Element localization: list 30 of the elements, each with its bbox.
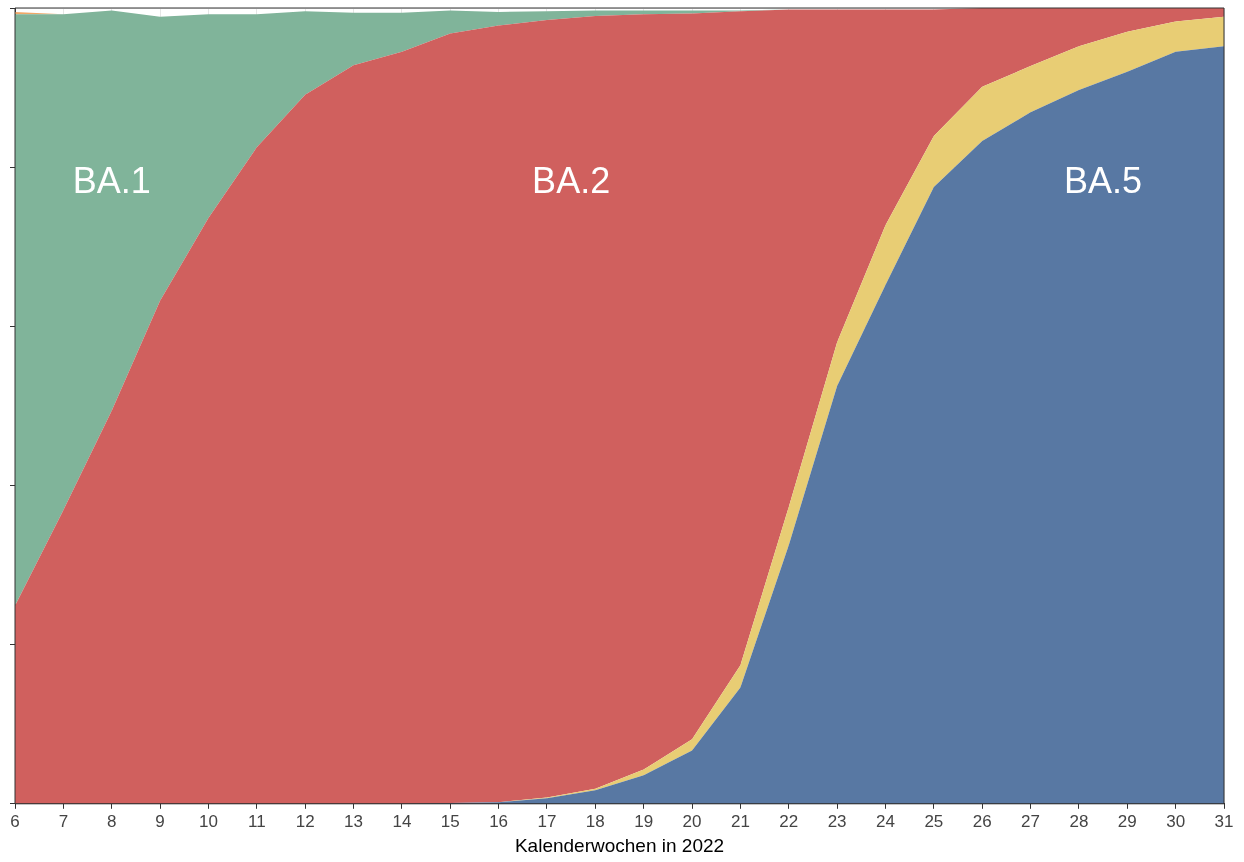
x-tick-label: 15	[440, 811, 460, 831]
x-tick-label: 31	[1214, 811, 1234, 831]
series-label: BA.5	[1064, 160, 1143, 201]
x-tick-label: 7	[58, 811, 69, 831]
x-tick-label: 27	[1021, 811, 1041, 831]
x-tick-label: 23	[827, 811, 847, 831]
x-tick-label: 13	[344, 811, 363, 831]
x-tick-label: 25	[924, 811, 944, 831]
x-tick-label: 21	[730, 811, 750, 831]
x-axis-title: Kalenderwochen in 2022	[514, 834, 725, 856]
x-tick-label: 22	[779, 811, 799, 831]
x-tick-label: 17	[537, 811, 557, 831]
x-tick-label: 16	[489, 811, 509, 831]
x-tick-label: 19	[634, 811, 654, 831]
x-tick-label: 12	[295, 811, 315, 831]
x-tick-label: 6	[10, 811, 20, 831]
x-tick-label: 10	[198, 811, 218, 831]
series-label: BA.2	[532, 160, 611, 201]
x-tick-label: 30	[1166, 811, 1186, 831]
x-tick-label: 18	[585, 811, 605, 831]
x-tick-label: 24	[876, 811, 895, 831]
x-tick-label: 20	[682, 811, 702, 831]
x-tick-label: 26	[972, 811, 992, 831]
x-tick-label: 29	[1117, 811, 1137, 831]
x-tick-label: 11	[247, 811, 266, 831]
x-tick-label: 28	[1069, 811, 1089, 831]
x-tick-label: 9	[155, 811, 165, 831]
x-tick-label: 14	[392, 811, 412, 831]
series-label: BA.1	[72, 160, 151, 201]
x-tick-label: 8	[106, 811, 117, 831]
